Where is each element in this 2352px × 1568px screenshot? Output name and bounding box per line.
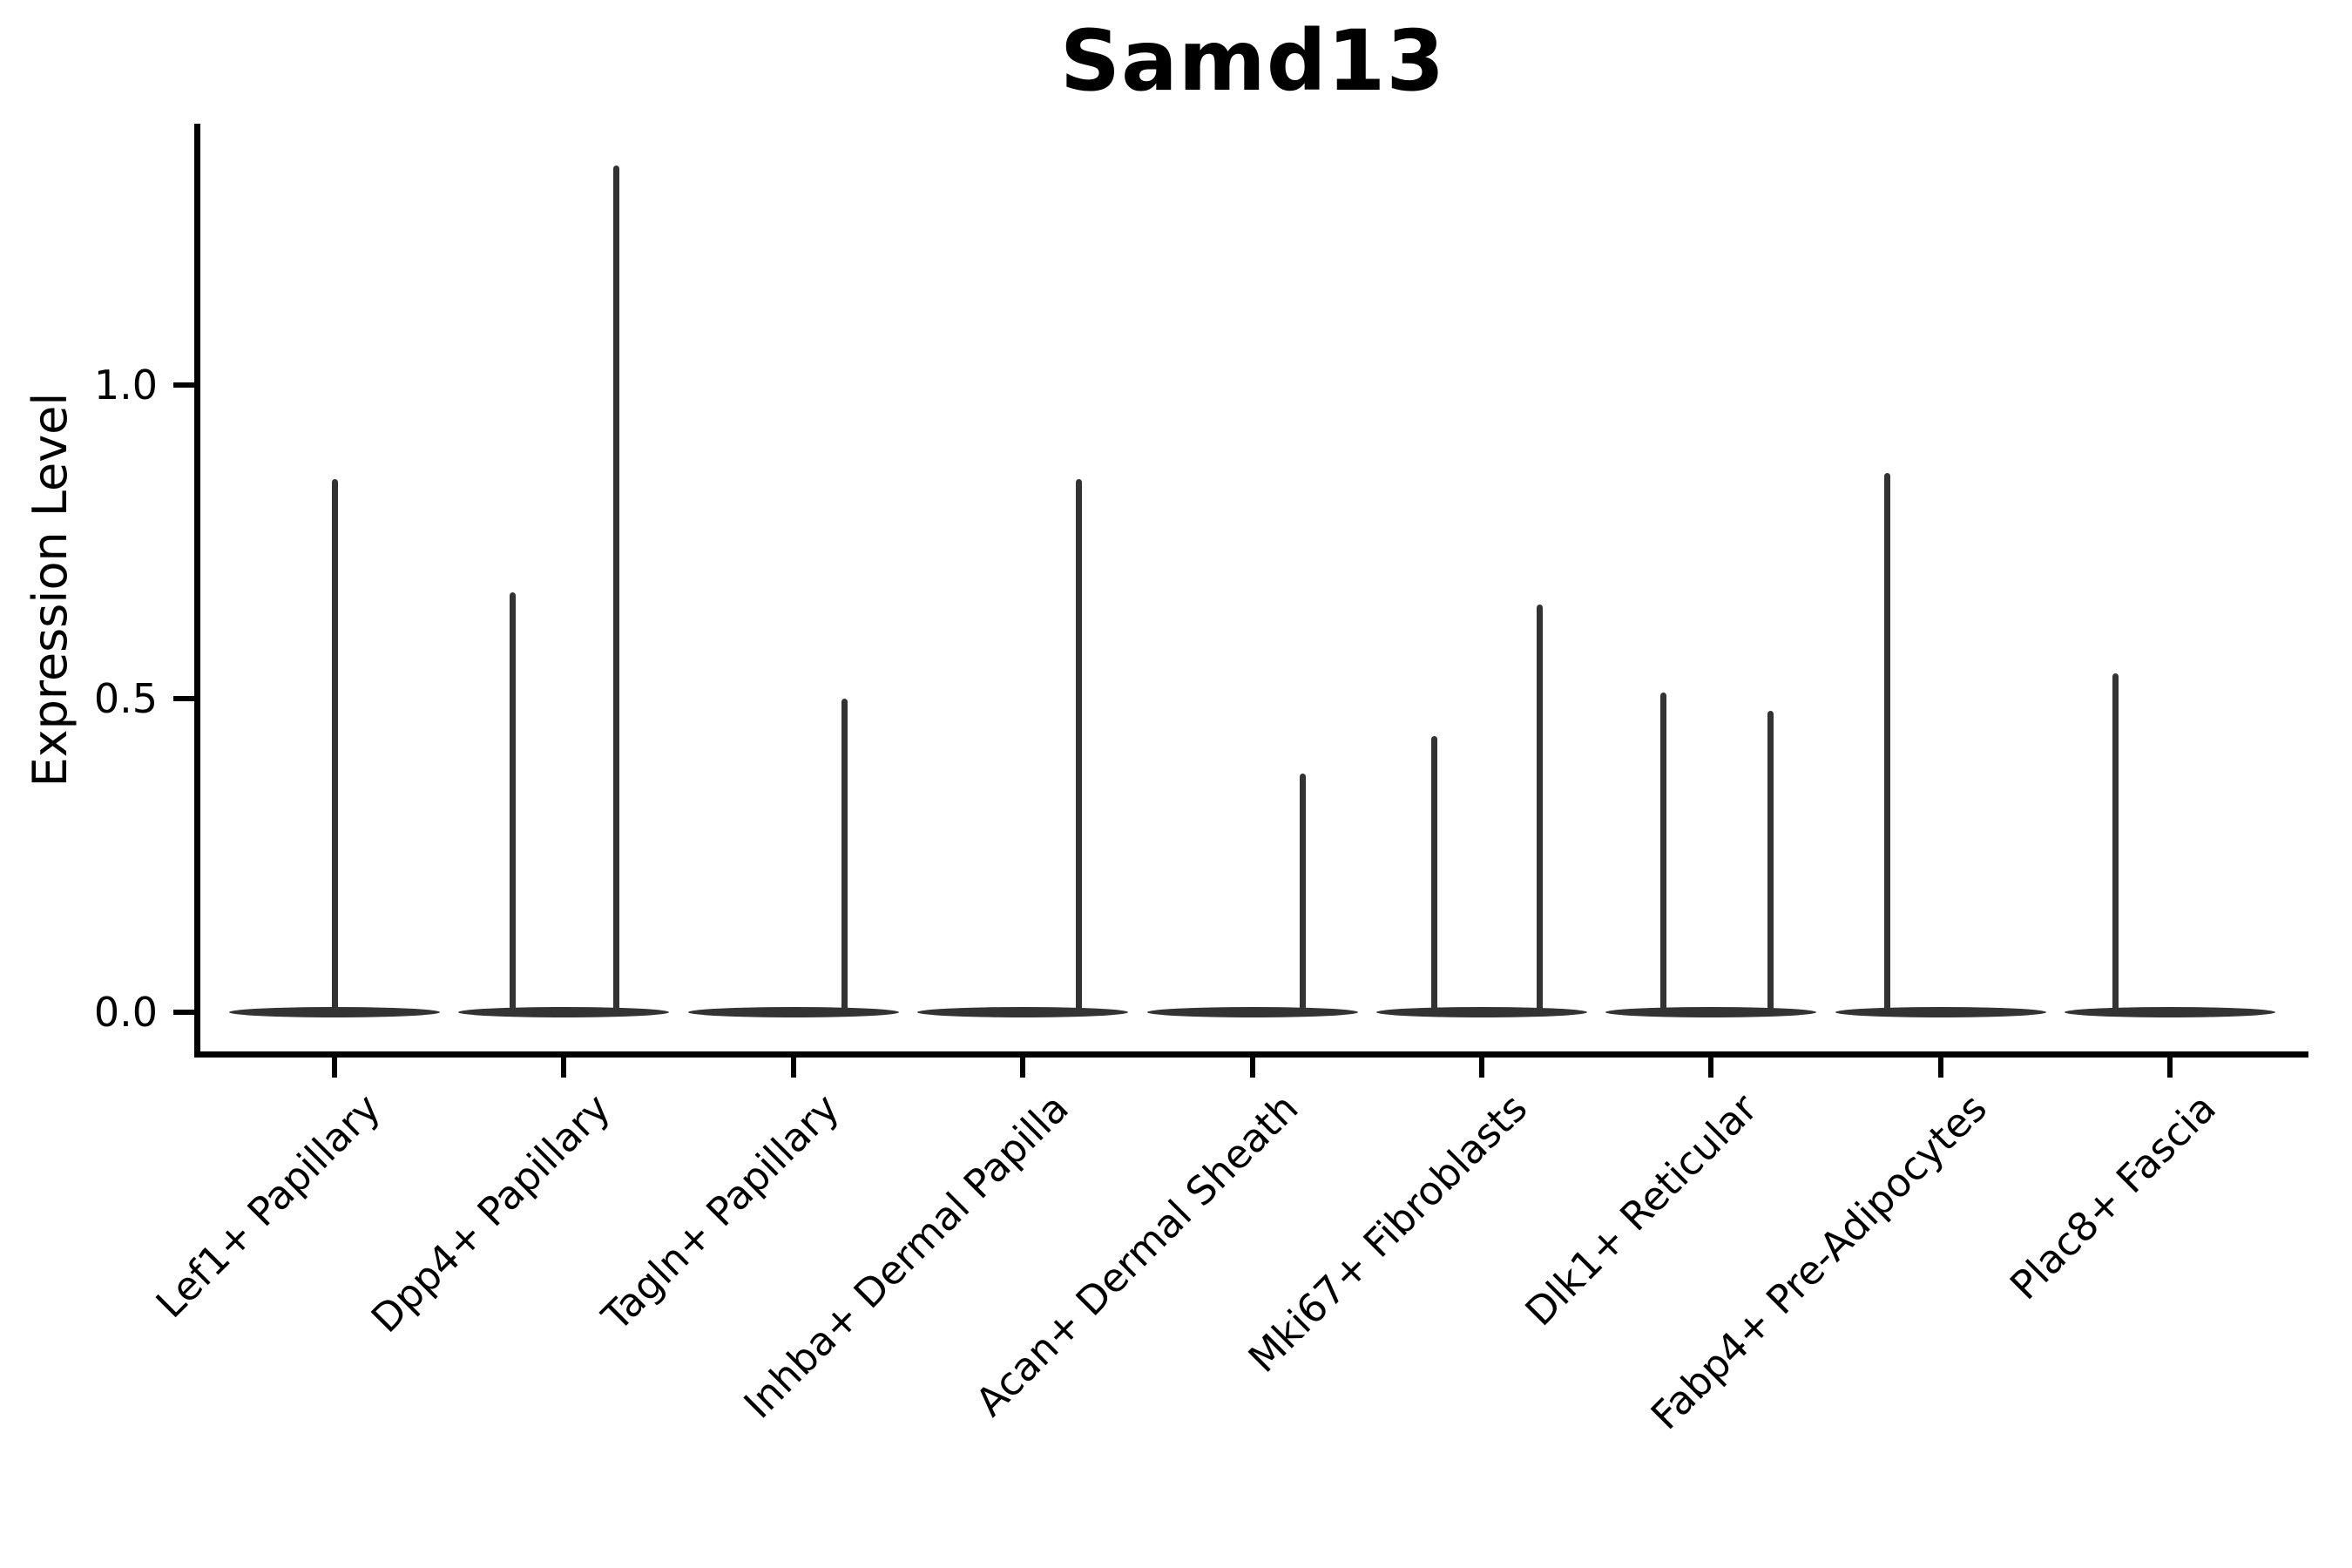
y-tick-label: 1.0 (93, 362, 158, 409)
x-tick (1937, 1057, 1943, 1078)
violin-spike (1430, 736, 1437, 1012)
y-tick (173, 1010, 194, 1015)
violin-base (1835, 1007, 2046, 1017)
x-axis-spine (194, 1051, 2308, 1058)
violin-spike (1884, 472, 1891, 1012)
violin-base (917, 1007, 1129, 1017)
violin-base (1376, 1007, 1587, 1017)
violin-base (229, 1007, 440, 1017)
violin-spike (1659, 692, 1666, 1012)
violin-spike (331, 479, 338, 1012)
violin-spike (612, 166, 619, 1012)
x-tick (561, 1057, 567, 1078)
y-axis-spine (194, 124, 200, 1057)
violin-spike (841, 699, 848, 1012)
violin-base (1146, 1007, 1358, 1017)
y-tick (173, 696, 194, 701)
x-tick-label: Lef1+ Papillary (146, 1085, 389, 1328)
violin-spike (1300, 774, 1307, 1012)
y-tick-label: 0.5 (93, 675, 158, 722)
x-tick (1708, 1057, 1714, 1078)
x-tick-label: Dlk1+ Reticular (1516, 1085, 1767, 1335)
x-tick-label: Plac8+ Fascia (2001, 1085, 2225, 1309)
x-tick (1249, 1057, 1255, 1078)
violin-spike (509, 591, 516, 1012)
violin-base (458, 1007, 670, 1017)
chart-title: Samd13 (1059, 12, 1446, 110)
x-tick (332, 1057, 337, 1078)
violin-spike (2112, 673, 2119, 1012)
x-tick (2167, 1057, 2173, 1078)
y-tick (173, 382, 194, 388)
x-tick-label: Dpp4+ Papillary (362, 1085, 619, 1342)
violin-spike (1767, 711, 1774, 1012)
violin-spike (1536, 605, 1543, 1012)
y-axis-label: Expression Level (23, 392, 78, 787)
violin-spike (1075, 479, 1082, 1012)
violin-base (687, 1007, 899, 1017)
violin-base (1605, 1007, 1817, 1017)
x-tick (1020, 1057, 1026, 1078)
x-tick (790, 1057, 796, 1078)
x-tick-label: Tagln+ Papillary (593, 1085, 848, 1340)
y-tick-label: 0.0 (93, 989, 158, 1036)
violin-base (2065, 1007, 2276, 1017)
x-tick (1479, 1057, 1484, 1078)
